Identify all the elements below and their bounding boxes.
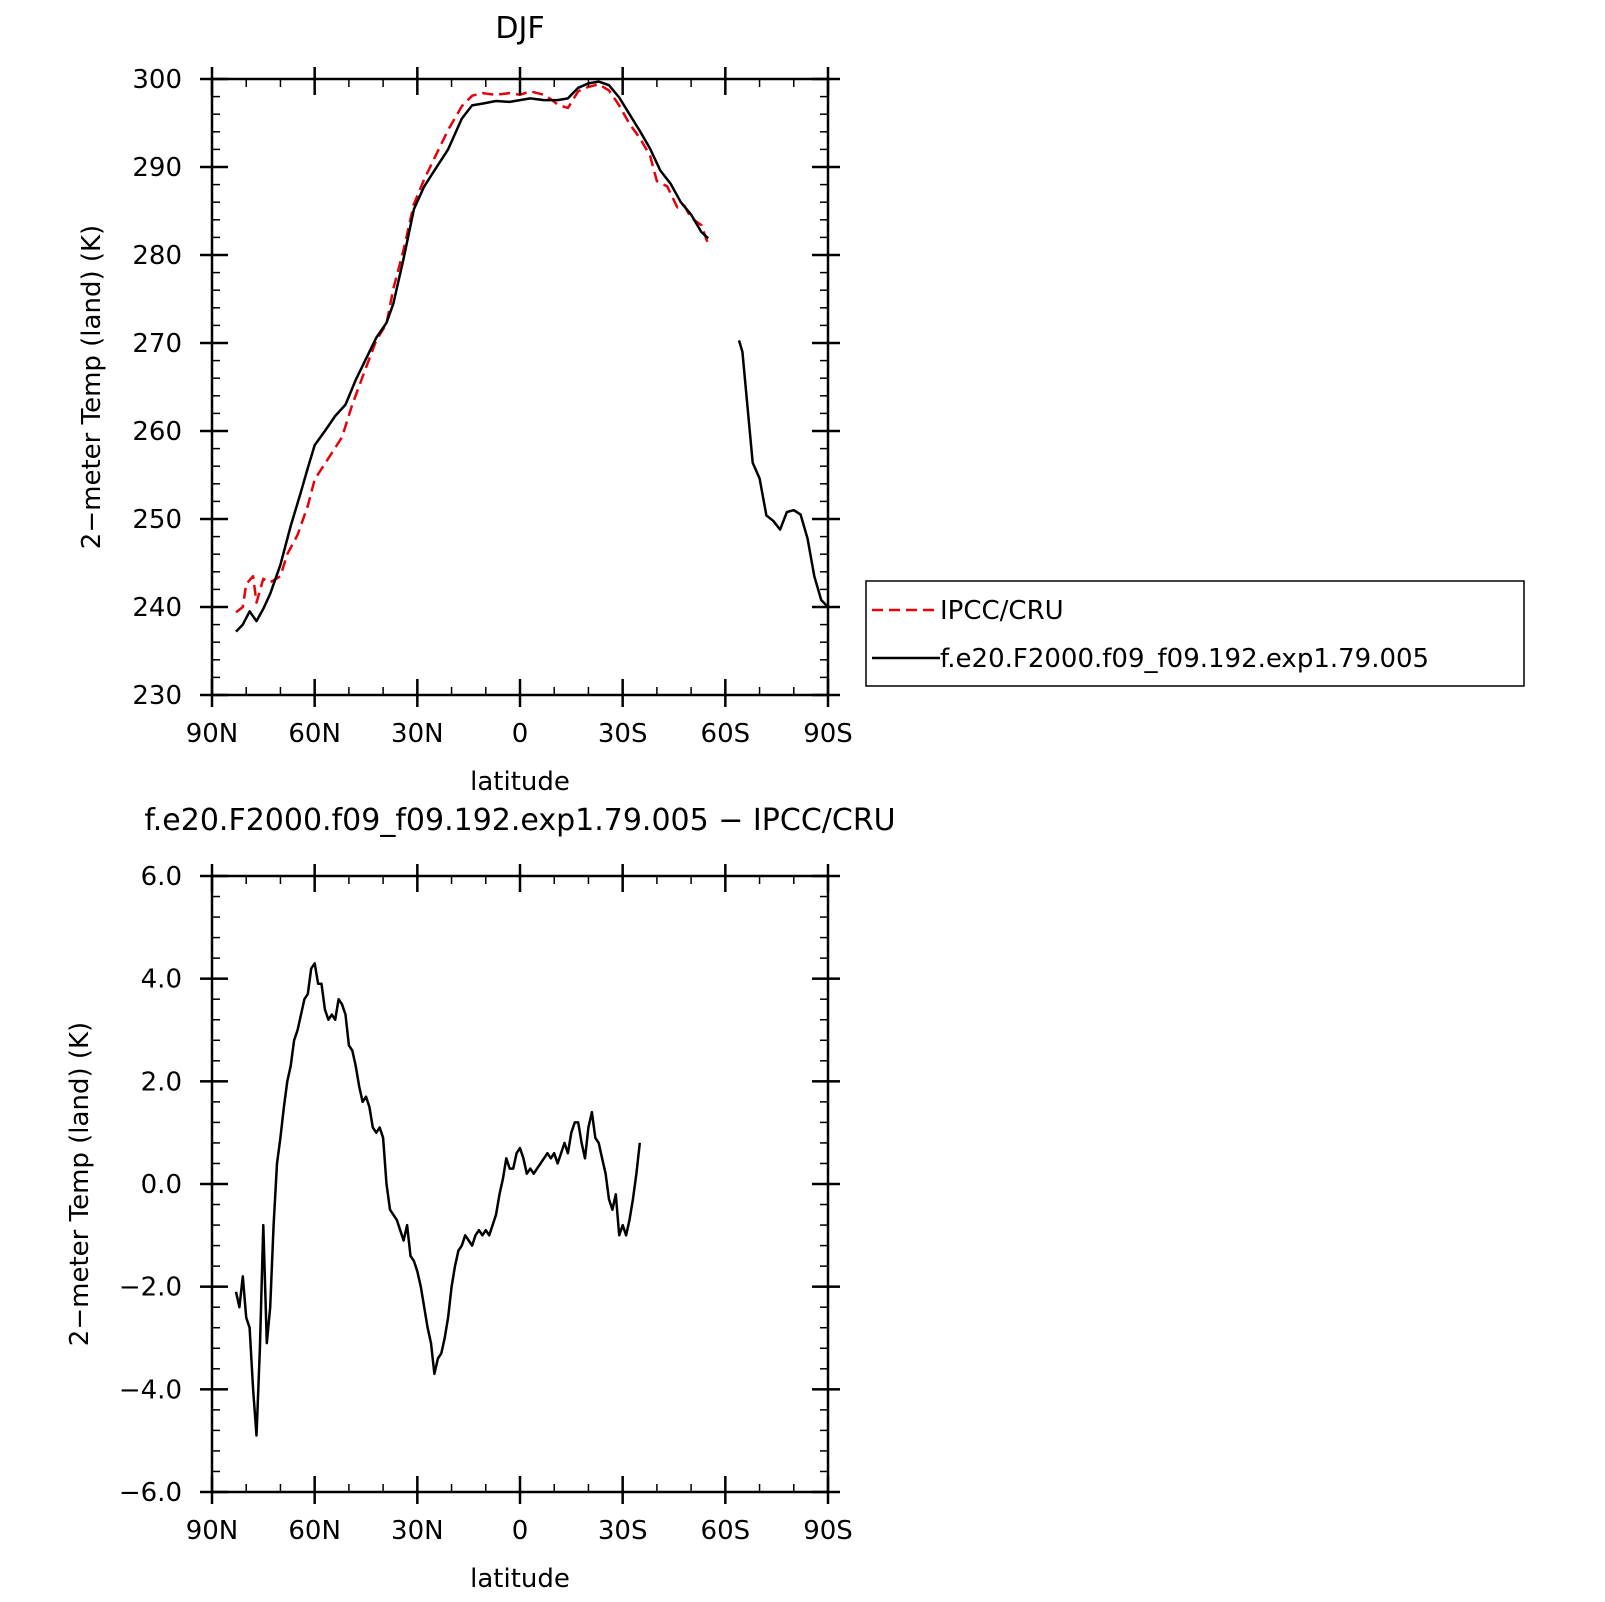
y-tick-label: −4.0 [119, 1375, 182, 1405]
y-tick-label: 240 [132, 593, 182, 623]
y-tick-label: 0.0 [141, 1170, 182, 1200]
x-tick-label: 0 [512, 719, 529, 749]
chart-title: f.e20.F2000.f09_f09.192.exp1.79.005 − IP… [144, 803, 895, 838]
legend: IPCC/CRU f.e20.F2000.f09_f09.192.exp1.79… [865, 580, 1525, 687]
x-tick-label: 90N [186, 719, 239, 749]
legend-label-ipcc-cru: IPCC/CRU [940, 596, 1064, 626]
x-tick-label: 60S [701, 719, 751, 749]
x-tick-label: 30N [391, 1516, 444, 1546]
y-tick-label: 250 [132, 505, 182, 535]
x-tick-label: 30S [598, 1516, 648, 1546]
plot-frame [210, 874, 830, 1494]
y-tick-label: 270 [132, 329, 182, 359]
x-tick-label: 60S [701, 1516, 751, 1546]
legend-box [865, 580, 1525, 687]
y-tick-label: 6.0 [141, 862, 182, 892]
y-tick-label: −2.0 [119, 1273, 182, 1303]
x-tick-label: 90N [186, 1516, 239, 1546]
x-axis-title: latitude [470, 767, 570, 797]
y-tick-label: 2.0 [141, 1067, 182, 1097]
y-tick-label: 300 [132, 65, 182, 95]
y-tick-label: −6.0 [119, 1478, 182, 1508]
panel-difference: f.e20.F2000.f09_f09.192.exp1.79.005 − IP… [65, 803, 896, 1594]
plot-frame [210, 77, 830, 697]
series-line-1-segment-0 [235, 80, 710, 633]
chart-title: DJF [495, 11, 544, 46]
x-tick-label: 90S [803, 1516, 853, 1546]
x-tick-label: 0 [512, 1516, 529, 1546]
y-axis-title: 2−meter Temp (land) (K) [65, 1022, 95, 1346]
x-axis-title: latitude [470, 1564, 570, 1594]
y-axis-title: 2−meter Temp (land) (K) [77, 225, 107, 549]
legend-label-model: f.e20.F2000.f09_f09.192.exp1.79.005 [940, 644, 1429, 674]
x-tick-label: 30N [391, 719, 444, 749]
y-tick-label: 260 [132, 417, 182, 447]
series-line-0-segment-0 [234, 962, 642, 1437]
panel-djf: DJF 90N 60N 30N 0 30S 60S 90S 230 240 250 260 270 28… [77, 11, 1525, 797]
y-tick-label: 290 [132, 153, 182, 183]
y-tick-label: 230 [132, 681, 182, 711]
x-tick-label: 60N [288, 719, 341, 749]
x-tick-label: 90S [803, 719, 853, 749]
x-tick-label: 30S [598, 719, 648, 749]
series-line-0-segment-0 [235, 83, 710, 614]
y-tick-label: 4.0 [141, 965, 182, 995]
x-tick-label: 60N [288, 1516, 341, 1546]
series-line-1-segment-1 [737, 340, 829, 608]
y-tick-label: 280 [132, 241, 182, 271]
